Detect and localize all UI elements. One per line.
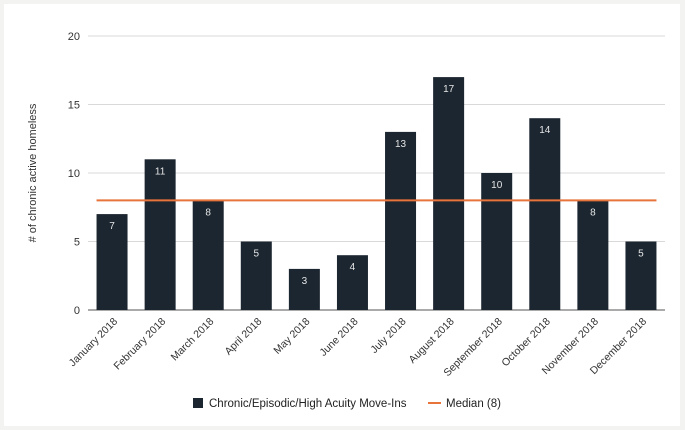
x-tick-label: April 2018 (222, 316, 264, 358)
legend-label-move-ins: Chronic/Episodic/High Acuity Move-Ins (209, 398, 407, 410)
y-tick-label: 20 (68, 31, 80, 43)
y-tick-label: 10 (68, 168, 80, 180)
bar-value-label: 14 (539, 125, 551, 136)
y-axis-label: # of chronic active homeless (27, 103, 39, 242)
bar (481, 173, 513, 310)
bar (96, 214, 128, 310)
bar (625, 241, 657, 310)
bar (240, 241, 272, 310)
bar-value-label: 4 (350, 262, 356, 273)
legend-label-median: Median (8) (446, 398, 501, 410)
bar (144, 159, 176, 310)
x-tick-label: July 2018 (368, 316, 408, 356)
bar (577, 200, 609, 310)
y-tick-label: 0 (74, 305, 80, 317)
bar-value-label: 8 (205, 207, 211, 218)
x-tick-label: May 2018 (271, 316, 312, 357)
bar-value-label: 5 (638, 249, 644, 260)
legend: Chronic/Episodic/High Acuity Move-Ins Me… (193, 398, 501, 410)
x-tick-label: January 2018 (67, 316, 121, 370)
bar-value-label: 8 (590, 207, 596, 218)
bar-value-label: 7 (109, 221, 115, 232)
bar (385, 131, 417, 310)
bar-value-label: 11 (155, 166, 166, 177)
bar (288, 268, 320, 310)
y-tick-label: 15 (68, 100, 80, 112)
gridlines (88, 35, 665, 311)
bar (433, 77, 465, 310)
y-tick-label: 5 (74, 237, 80, 249)
bar (336, 255, 368, 310)
bar-value-label: 3 (302, 276, 308, 287)
bar-value-label: 10 (491, 180, 503, 191)
legend-swatch-move-ins (193, 398, 203, 408)
bar-value-labels: 7 11 8 5 3 4 13 17 10 14 8 5 (109, 84, 644, 287)
y-tick-labels: 0 5 10 15 20 (68, 31, 80, 317)
bar-value-label: 13 (395, 139, 407, 150)
bar-value-label: 17 (443, 84, 455, 95)
x-tick-label: August 2018 (407, 316, 457, 366)
x-tick-label: March 2018 (169, 316, 217, 364)
bar (529, 118, 561, 310)
bars (96, 77, 657, 310)
x-tick-label: June 2018 (317, 316, 360, 359)
bar-value-label: 5 (254, 249, 260, 260)
bar (192, 200, 224, 310)
x-tick-label: October 2018 (499, 316, 553, 370)
